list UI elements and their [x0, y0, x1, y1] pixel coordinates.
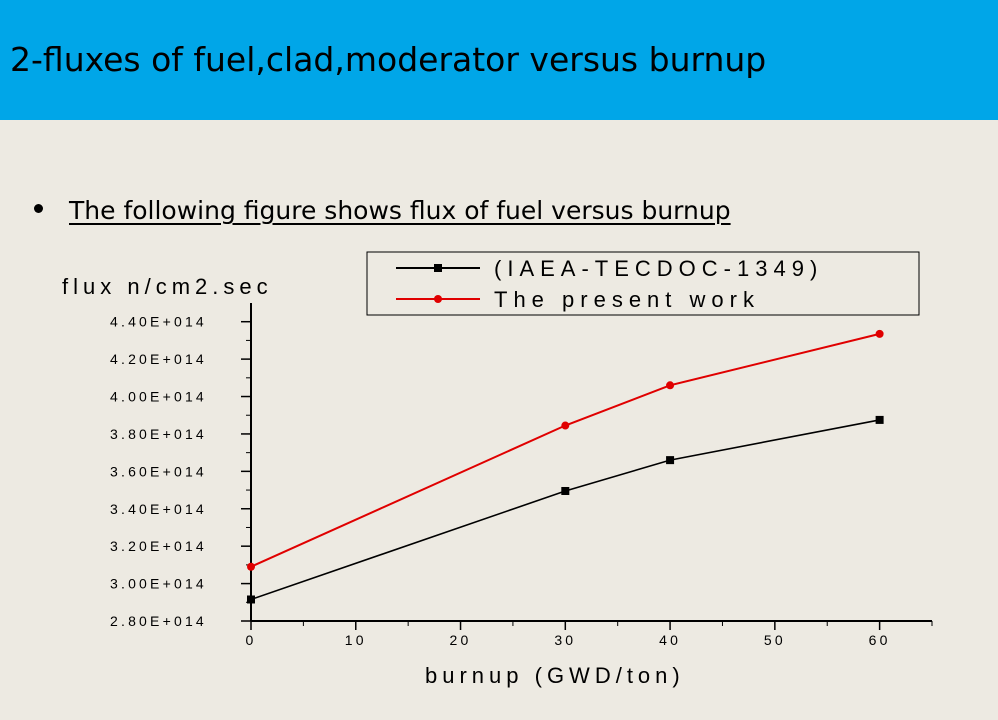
data-point-circle [666, 381, 675, 390]
legend-marker-circle [434, 295, 442, 303]
x-tick-label: 40 [659, 632, 681, 648]
legend-label: (IAEA-TECDOC-1349) [494, 256, 823, 281]
y-tick-label: 4.00E+014 [110, 389, 207, 405]
data-point-square [666, 456, 675, 465]
data-point-circle [875, 329, 884, 338]
x-tick-label: 50 [764, 632, 786, 648]
data-point-circle [561, 421, 570, 430]
title-bar: 2-fluxes of fuel,clad,moderator versus b… [0, 0, 998, 120]
legend-marker-square [434, 264, 442, 272]
y-tick-label: 2.80E+014 [110, 613, 207, 629]
legend-box [366, 251, 920, 316]
y-tick-label: 3.40E+014 [110, 501, 207, 517]
y-ticks: 2.80E+014 3.00E+014 3.20E+014 3.40E+014 3.60… [110, 314, 251, 629]
data-point-square [247, 595, 255, 604]
x-axis-label: burnup (GWD/ton) [425, 663, 685, 688]
data-point-square [561, 486, 570, 495]
y-axis-label: flux n/cm2.sec [62, 274, 273, 299]
legend-label: The present work [494, 287, 760, 312]
y-tick-label: 3.00E+014 [110, 576, 207, 592]
y-tick-label: 4.40E+014 [110, 314, 207, 330]
chart-legend: (IAEA-TECDOC-1349) The present work [366, 251, 920, 316]
x-tick-label: 0 [246, 632, 257, 648]
y-tick-label: 3.20E+014 [110, 538, 207, 554]
data-point-circle [247, 562, 255, 571]
bullet-text: The following figure shows flux of fuel … [69, 196, 731, 225]
bullet-dot-icon [34, 203, 43, 213]
bullet-item: The following figure shows flux of fuel … [34, 196, 731, 225]
y-tick-label: 4.20E+014 [110, 351, 207, 367]
x-tick-label: 10 [345, 632, 367, 648]
x-ticks: 0 10 20 30 40 50 60 [246, 621, 933, 648]
data-point-square [875, 415, 884, 424]
chart-series [247, 329, 884, 604]
y-tick-label: 3.60E+014 [110, 463, 207, 479]
x-tick-label: 60 [869, 632, 891, 648]
slide-title: 2-fluxes of fuel,clad,moderator versus b… [10, 40, 767, 79]
series-line [250, 419, 880, 601]
y-tick-label: 3.80E+014 [110, 426, 207, 442]
x-tick-label: 30 [554, 632, 576, 648]
x-tick-label: 20 [450, 632, 472, 648]
series-line [250, 332, 880, 568]
chart-axes [250, 303, 932, 622]
